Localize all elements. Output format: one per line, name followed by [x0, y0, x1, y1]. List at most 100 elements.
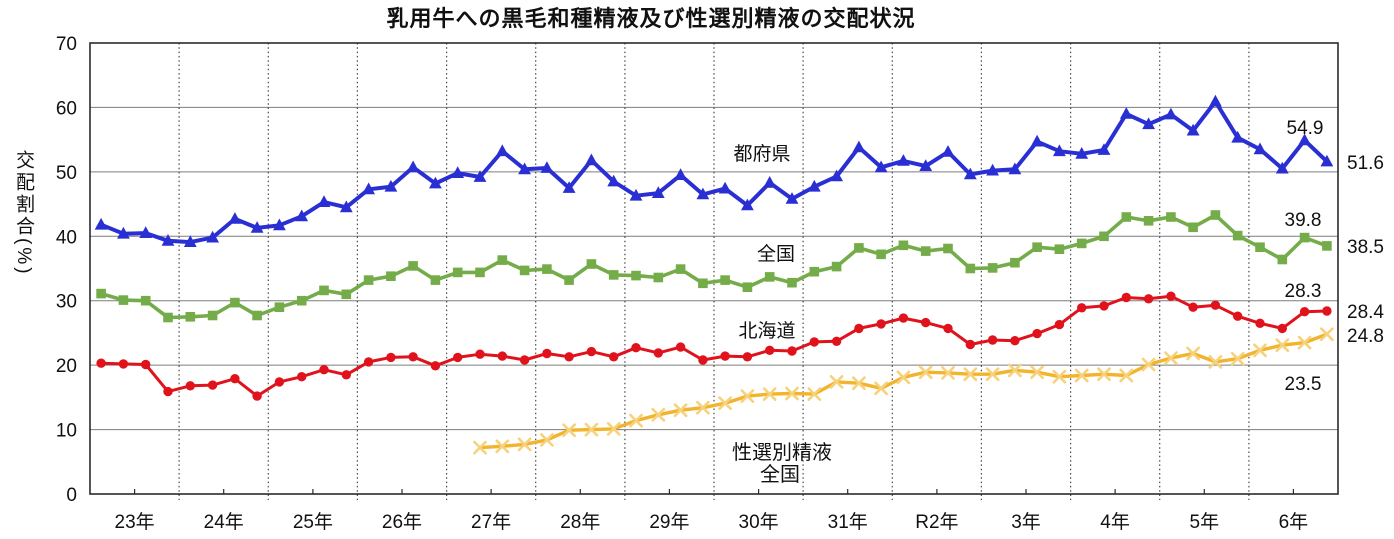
data-point-marker: [1099, 231, 1109, 242]
data-point-marker: [183, 235, 197, 247]
data-point-marker: [762, 387, 777, 401]
data-point-marker: [675, 264, 686, 274]
data-point-marker: [787, 346, 797, 356]
data-point-marker: [609, 352, 619, 362]
data-point-marker: [1164, 107, 1178, 120]
data-point-marker: [1232, 230, 1243, 241]
data-point-marker: [408, 352, 418, 362]
data-point-marker: [1119, 368, 1134, 383]
data-point-marker: [317, 195, 331, 207]
series-hokkaido: [96, 291, 1332, 401]
y-tick-label: 40: [56, 227, 77, 248]
data-point-marker: [1253, 343, 1267, 358]
series-label: 都府県: [733, 143, 790, 165]
data-point-marker: [629, 188, 643, 201]
data-point-marker: [495, 144, 509, 157]
data-point-marker: [1054, 319, 1065, 330]
data-point-marker: [1076, 238, 1087, 249]
data-point-marker: [542, 264, 552, 274]
data-point-marker: [1166, 212, 1176, 222]
x-axis-tick-labels: 23年 24年 25年 26年 27年 28年 29年 30年 31年 R2年 3年 4年 5年 6年: [115, 511, 1309, 533]
series-sexed-zenkoku: [473, 327, 1334, 455]
x-tick-label: 6年: [1279, 511, 1309, 533]
data-point-marker: [1253, 142, 1267, 155]
data-point-marker: [1097, 367, 1111, 382]
annotation-value: 38.5: [1347, 237, 1384, 258]
data-point-marker: [1230, 351, 1245, 366]
data-point-marker: [341, 289, 352, 300]
x-tick-label: 25年: [293, 511, 333, 533]
data-point-marker: [230, 297, 240, 308]
data-point-marker: [943, 323, 953, 334]
annotation-value: 51.6: [1347, 153, 1384, 174]
annotation-value: 54.9: [1287, 118, 1324, 139]
data-point-marker: [963, 167, 977, 180]
data-point-marker: [608, 270, 619, 280]
data-point-marker: [852, 376, 866, 391]
data-point-marker: [1277, 254, 1288, 265]
data-point-marker: [1121, 292, 1132, 303]
data-point-marker: [408, 261, 418, 271]
data-point-marker: [1299, 232, 1310, 243]
data-point-marker: [987, 263, 998, 273]
data-point-marker: [765, 345, 775, 355]
data-point-marker: [941, 145, 955, 157]
data-point-marker: [430, 361, 441, 371]
data-point-marker: [854, 323, 864, 334]
y-axis-title: 交配割合(%): [13, 150, 34, 277]
data-point-marker: [250, 221, 264, 233]
x-tick-label: 31年: [828, 511, 868, 533]
data-point-marker: [562, 181, 576, 193]
data-point-marker: [230, 374, 240, 384]
data-point-marker: [1099, 301, 1109, 311]
data-point-marker: [1141, 357, 1156, 372]
data-point-marker: [740, 389, 755, 403]
data-point-marker: [386, 271, 396, 281]
x-tick-label: 23年: [115, 511, 155, 533]
data-point-marker: [720, 275, 730, 285]
annotation-value: 28.4: [1347, 302, 1384, 323]
data-point-marker: [631, 343, 641, 353]
data-point-marker: [273, 218, 286, 231]
data-point-marker: [297, 372, 307, 382]
data-point-marker: [852, 140, 866, 153]
data-point-marker: [1032, 242, 1042, 252]
data-point-marker: [651, 186, 665, 198]
data-point-marker: [473, 440, 487, 455]
data-point-marker: [920, 246, 931, 256]
series-label: 全国: [757, 243, 795, 265]
data-point-marker: [429, 176, 442, 189]
data-point-marker: [1298, 133, 1311, 146]
data-point-marker: [1210, 300, 1221, 310]
x-tick-label: 29年: [649, 511, 689, 533]
data-point-marker: [564, 352, 574, 362]
data-point-marker: [918, 365, 933, 380]
x-tick-label: 4年: [1100, 511, 1130, 533]
data-point-marker: [452, 267, 463, 278]
y-tick-label: 10: [56, 421, 77, 442]
data-point-marker: [1275, 161, 1289, 174]
data-point-marker: [698, 278, 708, 289]
data-point-marker: [586, 259, 597, 269]
data-point-marker: [830, 169, 843, 182]
data-point-marker: [363, 357, 374, 367]
data-point-marker: [1255, 318, 1265, 328]
data-point-marker: [1322, 241, 1332, 251]
data-point-marker: [497, 255, 508, 265]
annotation-value: 28.3: [1285, 281, 1322, 302]
data-point-marker: [985, 367, 1000, 382]
data-point-marker: [1032, 328, 1042, 339]
data-point-marker: [1188, 302, 1198, 312]
y-tick-label: 30: [56, 292, 77, 313]
data-point-marker: [1231, 130, 1245, 143]
data-point-marker: [1297, 335, 1312, 350]
data-point-marker: [1299, 307, 1310, 317]
data-point-marker: [742, 282, 753, 292]
data-point-marker: [854, 243, 864, 253]
data-point-marker: [921, 317, 931, 328]
plot-border: [89, 42, 1339, 495]
data-point-marker: [475, 267, 485, 278]
data-point-marker: [631, 270, 641, 281]
